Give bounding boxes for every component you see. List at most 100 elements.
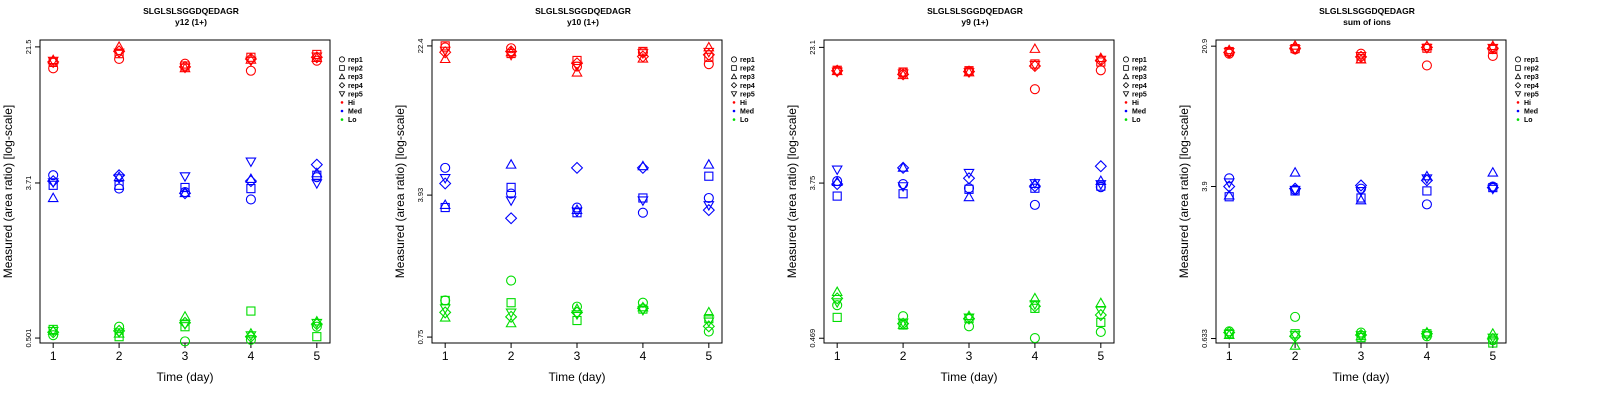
legend-marker	[1515, 65, 1521, 71]
data-point-hi-rep5	[831, 67, 843, 78]
chart-title: SLGLSLSGGDQEDAGR	[1319, 6, 1415, 16]
legend-marker	[1516, 118, 1520, 121]
x-tick-label: 5	[705, 349, 712, 363]
legend-marker	[339, 65, 345, 71]
data-point-lo-rep2	[312, 332, 322, 342]
y-tick-label: 0.501	[24, 329, 33, 348]
data-point-hi-rep1	[245, 65, 256, 76]
chart-title: SLGLSLSGGDQEDAGR	[927, 6, 1023, 16]
data-point-lo-rep2	[180, 322, 190, 332]
y-axis-label: Measured (area ratio) [log-scale]	[1, 105, 15, 278]
x-tick-label: 5	[1489, 349, 1496, 363]
data-point-med-rep5	[1421, 174, 1433, 185]
data-point-med-rep5	[439, 174, 451, 185]
data-point-med-rep1	[440, 162, 451, 173]
data-point-lo-rep5	[311, 318, 323, 329]
data-point-med-rep3	[439, 198, 451, 209]
data-point-hi-rep5	[1355, 51, 1367, 62]
data-point-med-rep4	[636, 161, 650, 175]
data-point-lo-rep4	[831, 292, 844, 305]
data-point-lo-rep5	[1029, 300, 1041, 311]
data-point-med-rep5	[47, 178, 59, 189]
legend-marker	[1122, 56, 1129, 63]
data-point-lo-rep2	[832, 312, 842, 323]
data-point-med-rep3	[505, 158, 517, 169]
data-point-med-rep3	[1223, 189, 1235, 200]
data-point-hi-rep5	[897, 69, 909, 80]
data-point-lo-rep4	[439, 306, 452, 319]
x-tick-label: 2	[508, 349, 515, 363]
data-point-hi-rep1	[1029, 84, 1040, 95]
data-point-hi-rep2	[704, 52, 714, 62]
data-point-med-rep3	[897, 161, 909, 172]
data-point-med-rep2	[704, 171, 714, 181]
legend-label-rep3: rep3	[1132, 74, 1147, 81]
data-point-lo-rep5	[245, 331, 257, 342]
data-point-hi-rep5	[637, 49, 649, 60]
data-point-med-rep4	[1354, 179, 1368, 192]
legend-marker	[731, 65, 737, 71]
data-point-med-rep5	[1289, 185, 1301, 196]
data-point-med-rep4	[504, 212, 518, 225]
data-point-med-rep1	[898, 179, 909, 190]
legend-label-lo: Lo	[1132, 117, 1141, 124]
legend-marker	[340, 101, 344, 104]
data-point-med-rep5	[1487, 184, 1499, 195]
legend-label-hi: Hi	[348, 100, 355, 107]
data-point-lo-rep3	[1095, 297, 1107, 308]
data-point-lo-rep3	[703, 306, 715, 317]
legend-marker	[1514, 82, 1522, 89]
data-point-med-rep4	[570, 161, 584, 175]
data-point-med-rep2	[180, 182, 190, 193]
x-tick-label: 3	[574, 349, 581, 363]
chart-subtitle: sum of ions	[1343, 17, 1391, 27]
data-point-lo-rep1	[1290, 311, 1301, 322]
x-tick-label: 1	[1226, 349, 1233, 363]
data-point-lo-rep5	[47, 326, 59, 337]
x-axis-label: Time (day)	[549, 370, 606, 384]
data-point-hi-rep4	[702, 48, 715, 61]
data-point-lo-rep5	[1289, 331, 1301, 342]
x-tick-label: 1	[442, 349, 449, 363]
data-point-med-rep2	[898, 189, 908, 199]
chart-subtitle: y12 (1+)	[175, 17, 207, 27]
data-point-med-rep5	[1355, 186, 1367, 197]
x-tick-label: 4	[1424, 349, 1431, 363]
data-point-lo-rep3	[1289, 339, 1301, 350]
x-tick-label: 2	[1292, 349, 1299, 363]
legend-marker	[1122, 82, 1130, 89]
data-point-hi-rep5	[505, 50, 517, 61]
legend-label-hi: Hi	[740, 100, 747, 107]
x-tick-label: 5	[313, 349, 320, 363]
data-point-hi-rep3	[963, 66, 975, 77]
data-point-hi-rep5	[703, 47, 715, 58]
data-point-med-rep1	[1355, 183, 1367, 194]
legend-label-lo: Lo	[740, 117, 749, 124]
data-point-hi-rep2	[440, 41, 450, 51]
data-point-hi-rep3	[703, 41, 715, 52]
y-axis-label: Measured (area ratio) [log-scale]	[1177, 105, 1191, 278]
data-point-hi-rep5	[1421, 43, 1433, 54]
legend-label-med: Med	[348, 109, 362, 116]
chart-subtitle: y9 (1+)	[961, 17, 988, 27]
x-tick-label: 1	[50, 349, 57, 363]
data-point-med-rep2	[1422, 186, 1432, 196]
data-point-hi-rep2	[572, 55, 582, 66]
data-point-med-rep4	[112, 169, 126, 182]
legend-label-rep2: rep2	[348, 66, 363, 73]
data-point-lo-rep4	[1028, 300, 1042, 313]
data-point-hi-rep1	[114, 53, 125, 64]
data-point-lo-rep3	[505, 317, 517, 328]
data-point-lo-rep1	[48, 330, 59, 341]
legend-marker	[338, 73, 346, 80]
data-point-lo-rep5	[637, 305, 649, 316]
data-point-hi-rep5	[311, 52, 323, 63]
legend-marker	[1122, 91, 1130, 98]
x-tick-label: 2	[900, 349, 907, 363]
data-point-med-rep4	[831, 177, 844, 191]
legend-label-rep2: rep2	[740, 66, 755, 73]
data-point-hi-rep1	[506, 43, 517, 54]
